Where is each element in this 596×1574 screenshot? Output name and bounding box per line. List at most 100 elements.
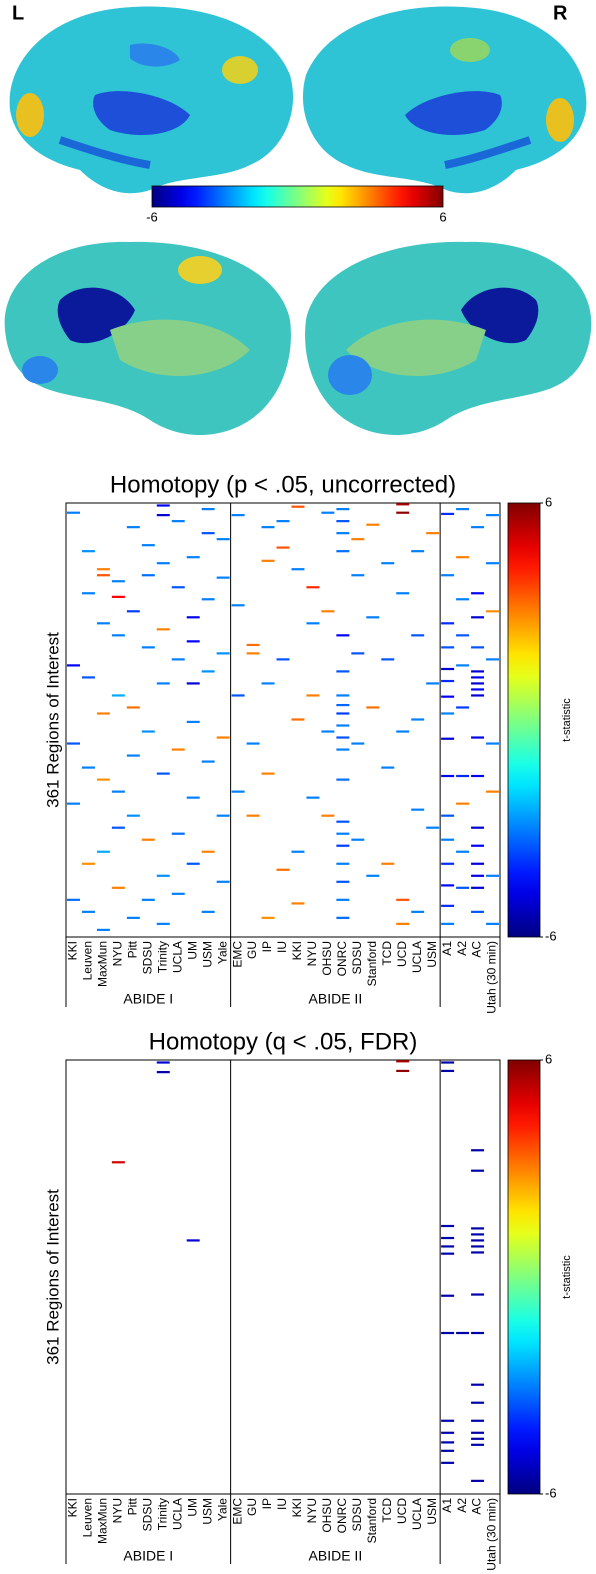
column-label: A2	[455, 1498, 469, 1513]
heatmap-cell	[441, 712, 455, 715]
heatmap-cell	[486, 742, 499, 745]
heatmap-cell	[441, 838, 455, 841]
heatmap-cell	[471, 1293, 485, 1296]
heatmap-cell	[156, 1071, 170, 1074]
colorbar-tick-label: 6	[545, 494, 552, 509]
heatmap-cell	[156, 514, 170, 517]
heatmap-cell	[111, 1161, 125, 1164]
heatmap-cell	[441, 1294, 455, 1297]
heatmap-cell	[471, 1437, 485, 1440]
heatmap-cell	[231, 694, 245, 697]
heatmap-cell	[321, 814, 335, 817]
heatmap-cell	[336, 916, 350, 919]
heatmap-cell	[156, 628, 170, 631]
heatmap-cell	[246, 643, 260, 647]
heatmap-cell	[471, 592, 485, 595]
heatmap-cell	[456, 598, 470, 601]
heatmap-cell	[471, 1251, 485, 1254]
column-label: MaxMun	[96, 1498, 110, 1544]
heatmap-cell	[411, 550, 425, 553]
heatmap-cell	[141, 898, 155, 901]
group-label: ABIDE II	[309, 1548, 363, 1564]
heatmap-cell	[111, 634, 125, 637]
heatmap-cell	[81, 862, 95, 865]
heatmap-cell	[141, 730, 155, 733]
heatmap-cell	[441, 622, 455, 625]
colorbar-label: t-statistic	[561, 1255, 573, 1299]
heatmap-cell	[336, 532, 350, 535]
heatmap-cell	[216, 652, 230, 655]
column-label: MaxMun	[96, 941, 110, 987]
heatmap-cell	[336, 670, 350, 673]
heatmap-cell	[231, 790, 245, 793]
heatmap-cell	[456, 634, 470, 637]
column-label: SDSU	[140, 1498, 154, 1531]
colorbar-label: t-statistic	[561, 698, 573, 742]
column-label: GU	[245, 941, 259, 959]
heatmap-cell	[441, 1252, 455, 1255]
heatmap-cell	[456, 774, 470, 778]
heatmap-cell	[126, 754, 140, 757]
heatmap-cell	[471, 886, 485, 889]
column-label: UCLA	[170, 941, 184, 973]
heatmap-cell	[471, 1239, 485, 1242]
heatmap-cell	[486, 514, 499, 517]
heatmap-cell	[336, 724, 350, 727]
heatmap-cell	[246, 814, 260, 817]
heatmap-cell	[186, 616, 200, 619]
column-label: Pitt	[126, 940, 140, 958]
heatmap-cell	[351, 838, 365, 841]
hemisphere-label: L	[12, 2, 24, 24]
heatmap-cell	[111, 580, 125, 583]
column-label: IU	[275, 941, 289, 953]
heatmap-cell	[441, 1331, 455, 1335]
heatmap-cell	[291, 718, 305, 721]
heatmap-cell	[411, 808, 425, 811]
heatmap-cell	[171, 748, 185, 751]
heatmap-cell	[186, 720, 200, 724]
heatmap-cell	[81, 766, 95, 769]
column-label: UM	[185, 1498, 199, 1517]
heatmap-cell	[471, 1149, 485, 1152]
heatmap-cell	[336, 778, 350, 781]
heatmap-cell	[441, 667, 455, 671]
heatmap-cell	[486, 658, 499, 661]
column-label: A1	[440, 941, 454, 956]
column-label: SDSU	[350, 1498, 364, 1531]
heatmap-cell	[471, 1245, 485, 1248]
column-label: EMC	[230, 1498, 244, 1525]
heatmap-cell	[336, 634, 350, 637]
column-label: Yale	[215, 1498, 229, 1521]
heatmap-cell	[471, 1431, 485, 1434]
heatmap-cell	[156, 772, 170, 775]
heatmap-cell	[96, 850, 110, 853]
heatmap-cell	[141, 838, 155, 841]
column-label: NYU	[305, 941, 319, 966]
column-label: USM	[200, 1498, 214, 1525]
heatmap-cell	[471, 1227, 485, 1230]
heatmap-cell	[81, 676, 95, 679]
heatmap-cell	[426, 532, 440, 535]
column-label: UCLA	[170, 1498, 184, 1530]
chart-title: Homotopy (p < .05, uncorrected)	[110, 471, 456, 498]
heatmap-cell	[216, 736, 230, 739]
heatmap-cell	[111, 595, 125, 598]
heatmap-cell	[441, 1061, 455, 1064]
column-label: UCD	[395, 941, 409, 967]
heatmap-cell	[336, 520, 350, 523]
heatmap-cell	[441, 695, 455, 698]
heatmap-cell	[336, 703, 350, 707]
heatmap-cell	[486, 922, 499, 925]
heatmap-cell	[471, 1479, 485, 1482]
column-label: NYU	[111, 1498, 125, 1523]
heatmap-cell	[381, 862, 395, 865]
heatmap-cell	[246, 742, 260, 745]
heatmap-cell	[231, 604, 245, 607]
column-label: Trinity	[155, 1498, 169, 1530]
colorbar-tick-label: 6	[439, 209, 446, 224]
brain-medial-right	[305, 241, 592, 435]
heatmap-cell	[336, 862, 350, 865]
heatmap-cell	[456, 556, 470, 559]
